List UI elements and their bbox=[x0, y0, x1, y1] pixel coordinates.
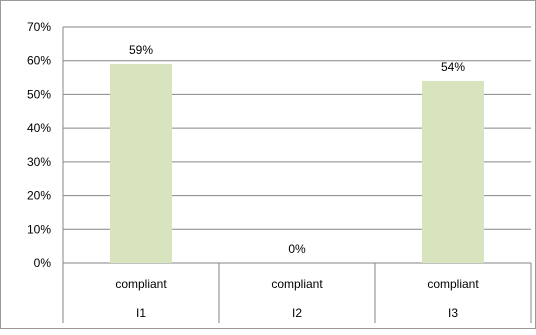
category-label: compliant bbox=[115, 277, 167, 291]
category-label: compliant bbox=[271, 277, 323, 291]
category-label: compliant bbox=[427, 277, 479, 291]
y-tick-label: 10% bbox=[27, 222, 51, 236]
bar bbox=[110, 64, 172, 263]
bar bbox=[422, 80, 484, 263]
y-axis: 0% 10% 20% 30% 40% 50% 60% 70% bbox=[27, 20, 64, 323]
data-labels: 59% 0% 54% bbox=[129, 43, 465, 256]
data-label: 54% bbox=[441, 60, 465, 74]
y-tick-label: 40% bbox=[27, 121, 51, 135]
category-group-label: I1 bbox=[136, 306, 146, 320]
category-group-label: I3 bbox=[448, 306, 458, 320]
y-tick-label: 70% bbox=[27, 20, 51, 34]
data-label: 59% bbox=[129, 43, 153, 57]
y-tick-label: 0% bbox=[34, 256, 52, 270]
y-tick-label: 20% bbox=[27, 189, 51, 203]
data-label: 0% bbox=[288, 242, 306, 256]
x-axis: compliant I1 compliant I2 compliant I3 bbox=[115, 263, 532, 323]
category-group-label: I2 bbox=[292, 306, 302, 320]
bars bbox=[110, 64, 484, 263]
y-tick-label: 60% bbox=[27, 54, 51, 68]
y-tick-label: 50% bbox=[27, 87, 51, 101]
y-tick-label: 30% bbox=[27, 155, 51, 169]
